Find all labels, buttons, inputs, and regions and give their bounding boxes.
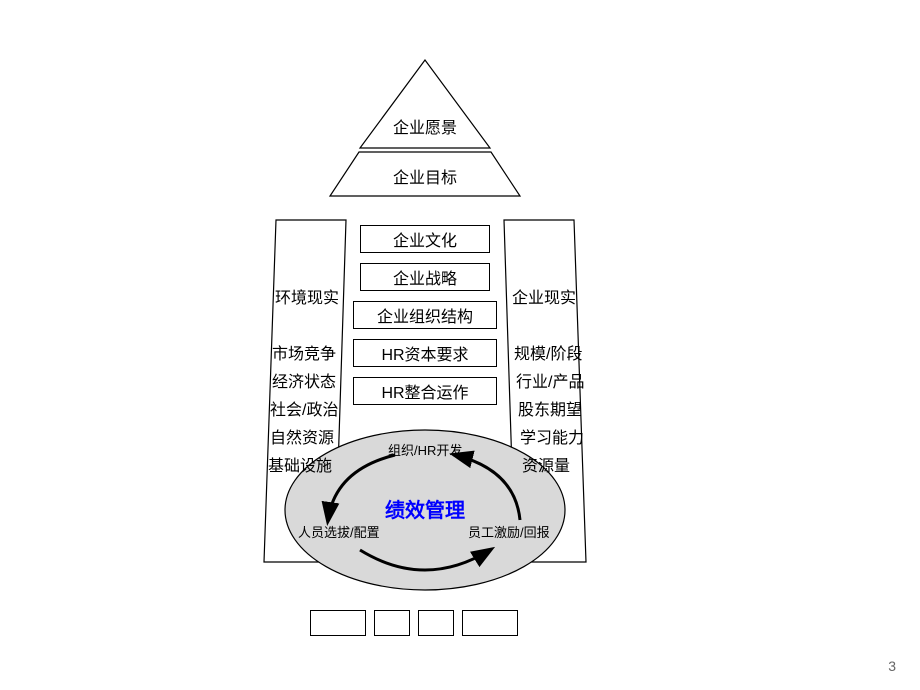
pyramid-second-label: 企业目标 [393, 164, 457, 188]
bottom-box-3 [462, 610, 518, 636]
left-pillar-title: 环境现实 [275, 284, 339, 308]
right-pillar-item-2: 股东期望 [518, 396, 582, 420]
center-box-1-label: 企业战略 [393, 265, 457, 289]
center-box-4-label: HR整合运作 [381, 379, 468, 403]
right-pillar-item-4: 资源量 [522, 452, 570, 476]
ellipse-center-label: 绩效管理 [385, 494, 465, 523]
right-pillar-item-3: 学习能力 [520, 424, 584, 448]
diagram-stage: 企业愿景 企业目标 企业文化 企业战略 企业组织结构 HR资本要求 HR整合运作… [0, 0, 920, 690]
center-box-4: HR整合运作 [353, 377, 497, 405]
center-box-3: HR资本要求 [353, 339, 497, 367]
right-pillar-title: 企业现实 [512, 284, 576, 308]
ellipse-left-label: 人员选拔/配置 [298, 522, 380, 541]
center-box-2: 企业组织结构 [353, 301, 497, 329]
center-box-3-label: HR资本要求 [381, 341, 468, 365]
bottom-box-0 [310, 610, 366, 636]
left-pillar-item-4: 基础设施 [268, 452, 332, 476]
right-pillar-item-0: 规模/阶段 [514, 340, 582, 364]
page-number: 3 [888, 658, 896, 674]
left-pillar-item-0: 市场竞争 [272, 340, 336, 364]
bottom-box-2 [418, 610, 454, 636]
ellipse-top-label: 组织/HR开发 [388, 440, 462, 459]
center-box-1: 企业战略 [360, 263, 490, 291]
center-box-0: 企业文化 [360, 225, 490, 253]
left-pillar-item-1: 经济状态 [272, 368, 336, 392]
left-pillar-item-2: 社会/政治 [270, 396, 338, 420]
bottom-box-1 [374, 610, 410, 636]
center-box-0-label: 企业文化 [393, 227, 457, 251]
left-pillar-item-3: 自然资源 [270, 424, 334, 448]
ellipse-right-label: 员工激励/回报 [468, 522, 550, 541]
right-pillar-item-1: 行业/产品 [516, 368, 584, 392]
pyramid-top-label: 企业愿景 [393, 114, 457, 138]
center-box-2-label: 企业组织结构 [377, 303, 473, 327]
